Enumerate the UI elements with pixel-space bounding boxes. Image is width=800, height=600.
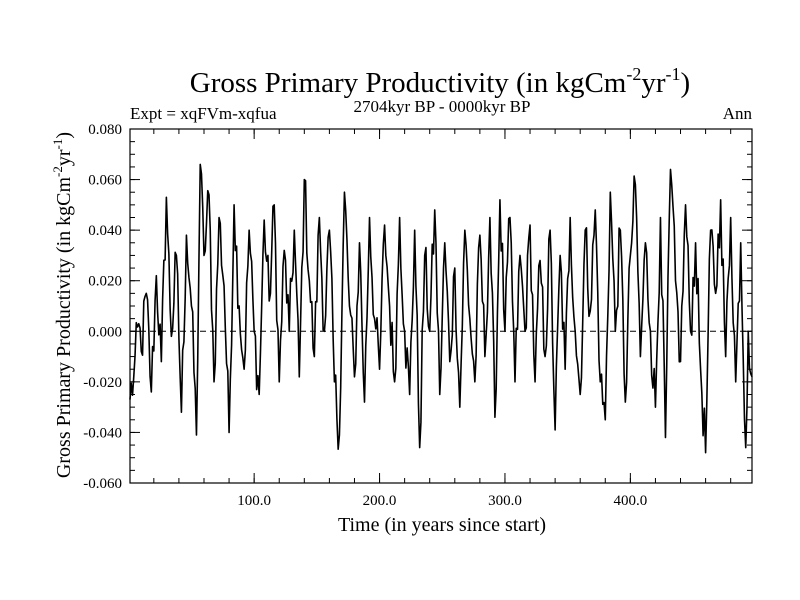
x-tick-label: 200.0 <box>363 493 397 509</box>
chart-title-main: Gross Primary Productivity (in kgCm <box>190 67 627 99</box>
y-tick-label: 0.060 <box>88 173 122 189</box>
y-axis-label-main: Gross Primary Productivity (in kgCm <box>53 177 75 479</box>
chart-title-sup2: -1 <box>666 64 681 84</box>
y-axis-label: Gross Primary Productivity (in kgCm-2yr-… <box>50 132 75 478</box>
subtitle-center: 2704kyr BP - 0000kyr BP <box>354 97 531 116</box>
y-axis-label-sup1: -2 <box>50 166 65 177</box>
x-tick-label: 300.0 <box>488 493 522 509</box>
subtitle-left: Expt = xqFVm-xqfua <box>130 104 277 123</box>
data-line <box>129 163 753 454</box>
chart-title-end: ) <box>681 67 691 99</box>
y-tick-label: 0.040 <box>88 223 122 239</box>
y-axis-label-sup2: -1 <box>50 139 65 150</box>
y-tick-label: 0.080 <box>88 122 122 138</box>
y-tick-label: 0.000 <box>88 324 122 340</box>
plot-area: 0.080 0.060 0.040 0.020 0.000 -0.020 -0.040 -0.… <box>83 122 753 509</box>
chart-title-mid: yr <box>641 67 666 99</box>
chart-title: Gross Primary Productivity (in kgCm-2yr-… <box>190 64 690 99</box>
x-tick-label: 400.0 <box>613 493 647 509</box>
chart-title-sup1: -2 <box>626 64 641 84</box>
y-axis-label-end: ) <box>53 132 75 139</box>
subtitle-right: Ann <box>723 104 753 123</box>
x-tick-label: 100.0 <box>237 493 271 509</box>
y-tick-label: -0.060 <box>83 476 122 492</box>
y-tick-label: -0.020 <box>83 375 122 391</box>
x-axis-label: Time (in years since start) <box>338 514 546 536</box>
y-axis-label-mid: yr <box>53 149 75 166</box>
y-tick-label: -0.040 <box>83 425 122 441</box>
y-tick-label: 0.020 <box>88 274 122 290</box>
